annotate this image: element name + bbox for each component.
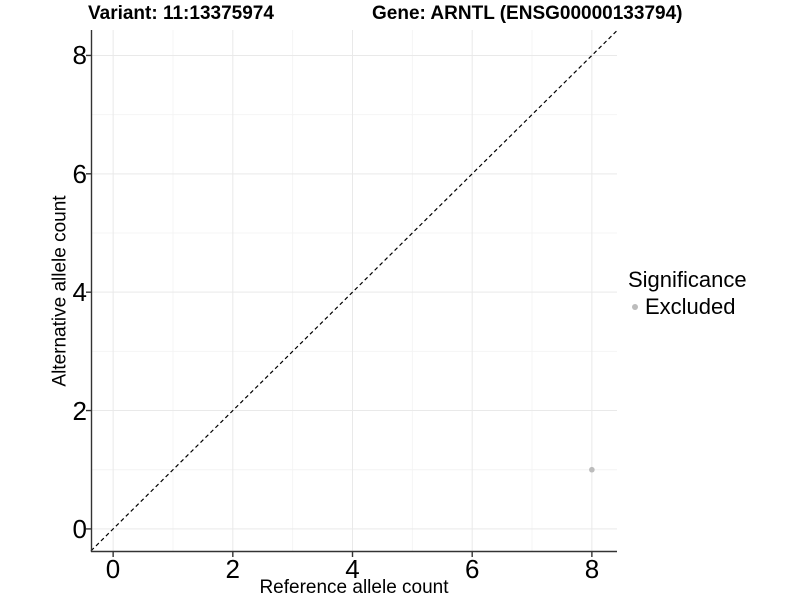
x-tick-label: 6 [465,554,480,584]
legend-item-label: Excluded [645,294,736,320]
y-axis-title-wrap: Alternative allele count [45,30,77,552]
plot-panel [86,30,618,557]
x-tick-label: 8 [584,554,600,584]
y-axis-tick-labels: 8 6 4 2 0 [36,42,87,542]
y-axis-title: Alternative allele count [50,195,72,387]
x-tick-label: 0 [105,554,121,584]
x-tick-label: 4 [345,554,360,584]
y-tick-label: 0 [72,514,87,544]
x-axis-title: Reference allele count [259,577,449,598]
legend-title: Significance [628,267,747,292]
plot-svg [86,30,618,557]
y-tick-label: 8 [72,40,87,70]
legend-dot-icon [632,304,638,311]
legend-item-excluded: Excluded [628,295,747,319]
variant-title: Variant: 11:13375974 [88,3,274,24]
y-tick-label: 6 [72,158,87,189]
x-axis-tick-labels: 0 2 4 6 8 [106,554,599,584]
gene-title: Gene: ARNTL (ENSG00000133794) [372,3,683,24]
x-tick-label: 2 [225,554,240,584]
y-tick-label: 4 [72,277,87,307]
y-tick-label: 2 [72,395,87,426]
legend: Significance Excluded [628,267,747,319]
